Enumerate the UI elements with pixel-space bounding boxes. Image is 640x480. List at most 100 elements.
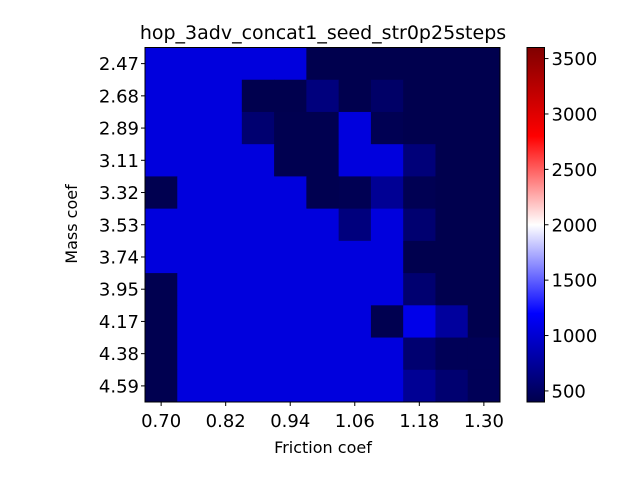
colorbar-tick-label: 500 — [552, 381, 586, 402]
heatmap-cell — [241, 369, 275, 403]
heatmap-cell — [209, 79, 243, 113]
heatmap-cell — [209, 240, 243, 274]
heatmap-cell — [145, 240, 178, 274]
heatmap-cell — [209, 144, 243, 177]
heatmap-cell — [370, 176, 404, 210]
heatmap-cell — [370, 369, 404, 403]
heatmap-cell — [209, 369, 243, 403]
heatmap-cell — [467, 208, 501, 242]
heatmap-cell — [435, 240, 469, 274]
colorbar-tick-label: 2000 — [552, 215, 598, 236]
heatmap-cell — [467, 176, 501, 210]
heatmap-cell — [338, 369, 372, 403]
heatmap-cell — [370, 79, 404, 113]
heatmap-cell — [274, 79, 307, 113]
heatmap-cell — [403, 208, 436, 242]
y-tick-label: 3.53 — [99, 215, 139, 236]
heatmap-cell — [145, 305, 178, 339]
heatmap-cell — [306, 273, 340, 306]
heatmap-cell — [306, 79, 340, 113]
heatmap-cell — [403, 47, 436, 81]
heatmap-cell — [435, 273, 469, 306]
x-tick-label: 0.94 — [270, 411, 310, 432]
y-tick-label: 3.74 — [99, 247, 139, 268]
heatmap-cell — [403, 369, 436, 403]
heatmap-cell — [338, 144, 372, 177]
heatmap-cell — [370, 305, 404, 339]
heatmap-cell — [435, 305, 469, 339]
heatmap-cell — [241, 144, 275, 177]
heatmap-cell — [209, 337, 243, 371]
heatmap-cell — [177, 240, 211, 274]
heatmap-cell — [435, 369, 469, 403]
heatmap-cell — [338, 111, 372, 145]
heatmap-cell — [145, 144, 178, 177]
x-tick-label: 1.30 — [464, 411, 504, 432]
heatmap-cell — [370, 111, 404, 145]
heatmap-cell — [241, 111, 275, 145]
heatmap-cell — [274, 144, 307, 177]
heatmap-cell — [274, 111, 307, 145]
heatmap-cell — [338, 47, 372, 81]
heatmap-cell — [370, 47, 404, 81]
y-tick-label: 2.47 — [99, 54, 139, 75]
y-tick-label: 4.38 — [99, 344, 139, 365]
heatmap-cell — [274, 47, 307, 81]
y-tick-label: 2.68 — [99, 86, 139, 107]
heatmap-cell — [306, 111, 340, 145]
x-tick-label: 0.70 — [141, 411, 181, 432]
heatmap-cell — [209, 208, 243, 242]
y-axis-label: Mass coef — [62, 184, 81, 264]
heatmap-cell — [306, 176, 340, 210]
chart-title: hop_3adv_concat1_seed_str0p25steps — [140, 22, 506, 44]
heatmap-cell — [467, 47, 501, 81]
heatmap-cell — [145, 111, 178, 145]
heatmap-cell — [370, 144, 404, 177]
x-axis-label: Friction coef — [274, 438, 372, 457]
heatmap-cell — [274, 305, 307, 339]
heatmap-cell — [435, 79, 469, 113]
heatmap-cell — [403, 337, 436, 371]
heatmap-cell — [467, 144, 501, 177]
heatmap-cell — [403, 176, 436, 210]
colorbar-tick-label: 1500 — [552, 271, 598, 292]
heatmap-cell — [338, 305, 372, 339]
heatmap-cell — [370, 337, 404, 371]
colorbar-ticks: 500 1000 1500 2000 2500 3000 3500 — [544, 49, 598, 402]
heatmap-cell — [209, 305, 243, 339]
colorbar-tick-label: 1000 — [552, 326, 598, 347]
heatmap-cell — [467, 111, 501, 145]
colorbar-tick-label: 2500 — [552, 160, 598, 181]
heatmap-cell — [241, 79, 275, 113]
heatmap-cell — [306, 305, 340, 339]
heatmap-cell — [467, 305, 501, 339]
heatmap-cell — [145, 208, 178, 242]
heatmap-cell — [177, 208, 211, 242]
heatmap-cell — [274, 337, 307, 371]
y-tick-label: 3.32 — [99, 183, 139, 204]
heatmap-cell — [338, 240, 372, 274]
heatmap-cell — [403, 111, 436, 145]
heatmap-cell — [467, 79, 501, 113]
heatmap-cell — [241, 176, 275, 210]
heatmap-cell — [403, 240, 436, 274]
heatmap-cell — [467, 273, 501, 306]
heatmap-cell — [177, 273, 211, 306]
heatmap-cell — [274, 240, 307, 274]
heatmap-cell — [145, 337, 178, 371]
y-tick-label: 4.17 — [99, 312, 139, 333]
heatmap-cell — [274, 369, 307, 403]
heatmap-cell — [338, 79, 372, 113]
y-axis-ticks: 2.47 2.68 2.89 3.11 3.32 3.53 3.74 3.95 4.17 4.38… — [99, 54, 145, 397]
y-tick-label: 2.89 — [99, 119, 139, 140]
x-tick-label: 1.06 — [335, 411, 375, 432]
heatmap-cells — [145, 47, 501, 403]
heatmap-cell — [306, 47, 340, 81]
heatmap-cell — [241, 305, 275, 339]
heatmap-cell — [145, 176, 178, 210]
x-tick-label: 0.82 — [206, 411, 246, 432]
heatmap-cell — [274, 176, 307, 210]
heatmap-cell — [306, 369, 340, 403]
heatmap-cell — [435, 111, 469, 145]
heatmap-cell — [274, 273, 307, 306]
